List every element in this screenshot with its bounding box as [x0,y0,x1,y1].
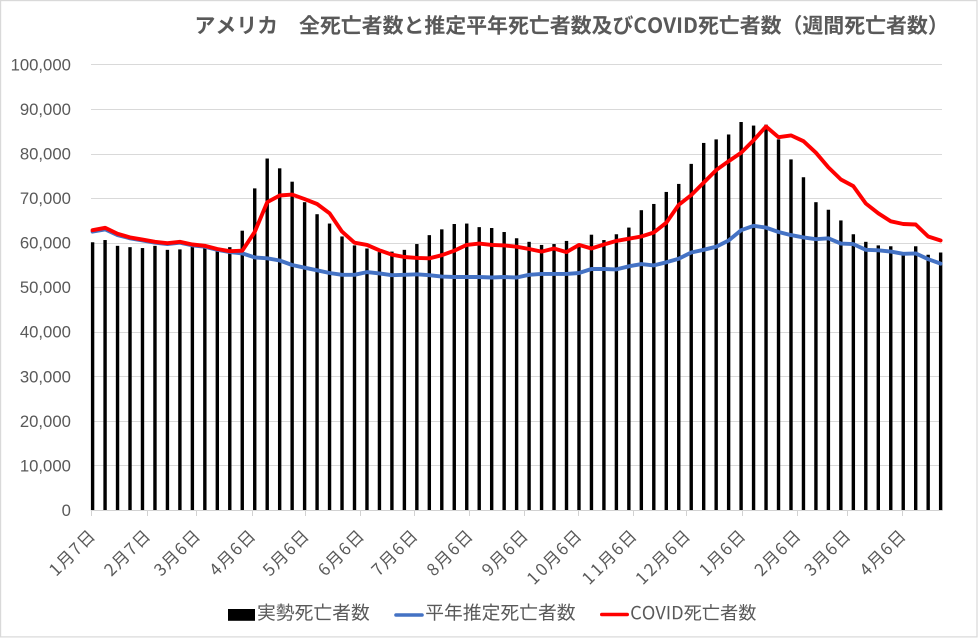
svg-text:40,000: 40,000 [20,323,71,342]
svg-text:30,000: 30,000 [20,367,71,386]
svg-text:20,000: 20,000 [20,412,71,431]
svg-text:60,000: 60,000 [20,234,71,253]
svg-text:0: 0 [62,501,71,520]
svg-text:90,000: 90,000 [20,100,71,119]
svg-text:10,000: 10,000 [20,456,71,475]
svg-text:100,000: 100,000 [11,56,71,75]
svg-text:70,000: 70,000 [20,189,71,208]
svg-text:50,000: 50,000 [20,278,71,297]
svg-text:80,000: 80,000 [20,145,71,164]
